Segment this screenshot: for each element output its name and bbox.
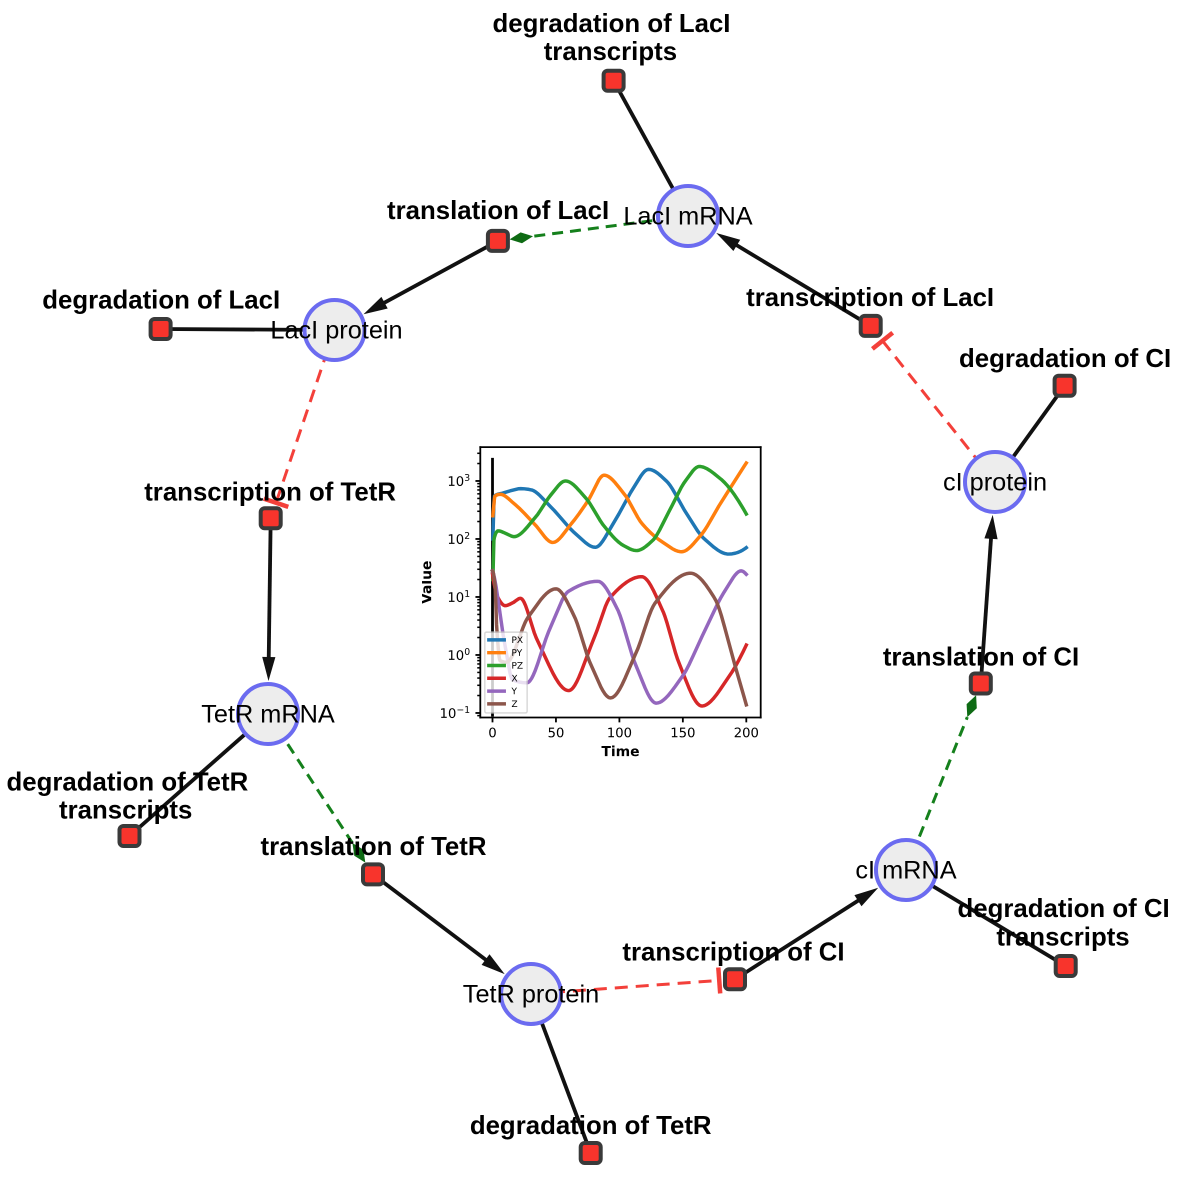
svg-text:transcription of TetR: transcription of TetR — [144, 479, 396, 507]
svg-text:degradation of LacI: degradation of LacI — [493, 10, 731, 38]
svg-text:cI mRNA: cI mRNA — [855, 857, 956, 885]
svg-text:degradation of TetR: degradation of TetR — [470, 1112, 712, 1140]
svg-text:degradation of CI: degradation of CI — [958, 895, 1170, 923]
svg-text:LacI mRNA: LacI mRNA — [623, 203, 752, 231]
svg-text:translation of TetR: translation of TetR — [261, 833, 487, 861]
svg-text:translation of CI: translation of CI — [883, 644, 1079, 672]
svg-text:cI protein: cI protein — [943, 469, 1047, 497]
svg-text:degradation of LacI: degradation of LacI — [42, 286, 280, 314]
svg-text:transcription of LacI: transcription of LacI — [746, 284, 994, 312]
svg-text:translation of LacI: translation of LacI — [387, 197, 609, 225]
svg-text:LacI protein: LacI protein — [270, 317, 402, 345]
svg-text:transcripts: transcripts — [544, 38, 677, 66]
svg-text:degradation of TetR: degradation of TetR — [7, 769, 249, 797]
svg-text:degradation of CI: degradation of CI — [959, 345, 1171, 373]
svg-text:transcripts: transcripts — [996, 924, 1129, 952]
svg-text:transcription of CI: transcription of CI — [622, 938, 844, 966]
svg-text:TetR protein: TetR protein — [463, 981, 599, 1009]
svg-text:TetR mRNA: TetR mRNA — [201, 701, 335, 729]
svg-text:transcripts: transcripts — [59, 797, 192, 825]
